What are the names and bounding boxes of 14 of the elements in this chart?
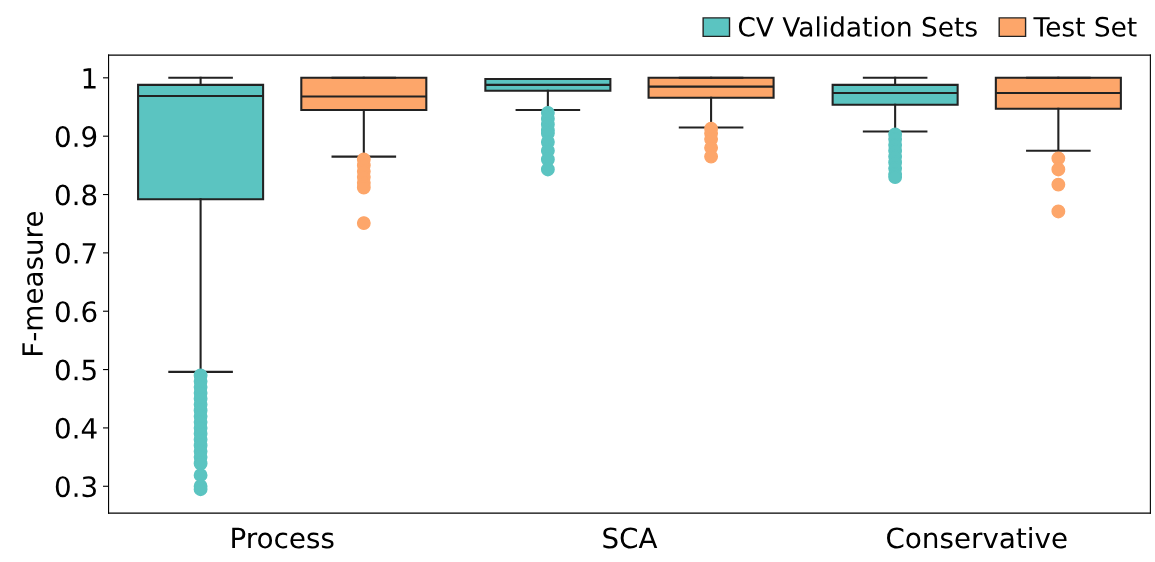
y-tick-label: 0.3 <box>55 476 96 498</box>
y-tick-label: 0.6 <box>55 301 97 323</box>
y-tick-label: 0.8 <box>55 184 97 206</box>
legend-label: Test Set <box>1033 16 1137 37</box>
x-tick-label: Process <box>232 527 334 549</box>
x-tick-label: Conservative <box>887 526 1067 549</box>
y-tick-label: 1 <box>83 68 96 89</box>
y-axis-title: F-measure <box>22 212 44 355</box>
legend-label: CV Validation Sets <box>738 16 977 37</box>
y-tick-label: 0.7 <box>55 242 96 264</box>
y-tick-label: 0.9 <box>55 126 97 148</box>
x-tick-label: SCA <box>603 527 658 549</box>
y-tick-label: 0.4 <box>55 417 97 439</box>
y-tick-label: 0.5 <box>55 359 96 381</box>
